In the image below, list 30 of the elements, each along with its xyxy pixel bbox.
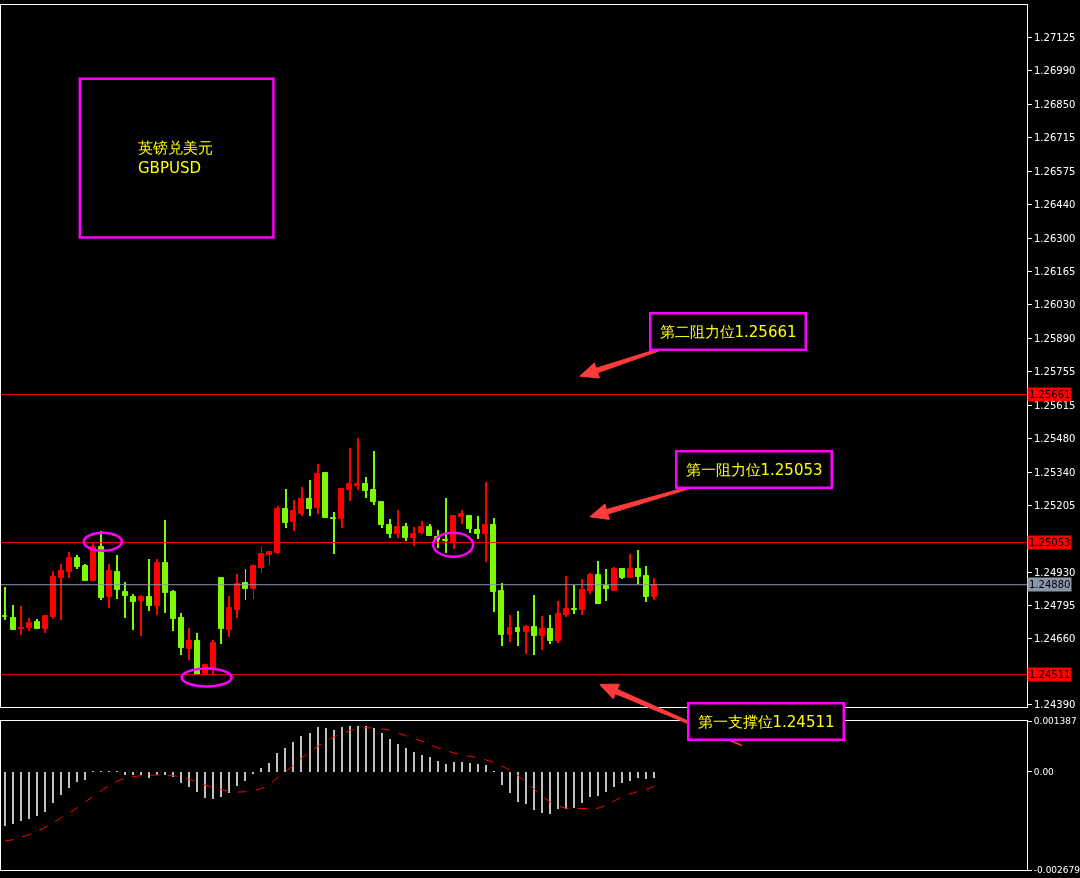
annotation: 第一支撑位1.24511 bbox=[697, 712, 835, 731]
ref-line-label: 1.24511 bbox=[1029, 669, 1071, 680]
y-tick-label: 1.26990 bbox=[1034, 65, 1076, 77]
y-tick-label: 1.26440 bbox=[1034, 199, 1076, 211]
y-tick-label: 1.25480 bbox=[1034, 433, 1076, 445]
ref-line-label: 1.25053 bbox=[1029, 537, 1071, 548]
annotation: 第二阻力位1.25661 bbox=[659, 322, 797, 341]
ref-line-label: 1.24880 bbox=[1029, 579, 1071, 590]
y-tick-label: 1.24930 bbox=[1034, 567, 1076, 579]
annotation: 第一阻力位1.25053 bbox=[685, 460, 823, 479]
y-tick-label: 0.00 bbox=[1033, 767, 1055, 778]
y-tick-label: 1.24660 bbox=[1034, 632, 1076, 644]
y-tick-label: 1.25615 bbox=[1034, 400, 1076, 412]
y-tick-label: -0.002679 bbox=[1033, 865, 1080, 876]
y-tick-label: 1.24795 bbox=[1034, 599, 1076, 611]
y-tick-label: 1.26165 bbox=[1034, 266, 1076, 278]
y-tick-label: 1.25890 bbox=[1034, 333, 1076, 345]
y-tick-label: 1.27125 bbox=[1034, 32, 1076, 44]
y-tick-label: 1.26850 bbox=[1034, 99, 1076, 111]
y-tick-label: 1.25205 bbox=[1034, 500, 1076, 512]
y-tick-label: 1.26030 bbox=[1034, 299, 1076, 311]
y-tick-label: 0.001387 bbox=[1033, 716, 1077, 727]
y-tick-label: 1.25755 bbox=[1034, 366, 1076, 378]
text: 英镑兑美元 GBPUSD bbox=[138, 139, 213, 177]
y-tick-label: 1.25340 bbox=[1034, 467, 1076, 479]
ref-line-label: 1.25661 bbox=[1029, 389, 1071, 400]
y-tick-label: 1.26300 bbox=[1034, 233, 1076, 245]
y-tick-label: 1.26575 bbox=[1034, 166, 1076, 178]
y-tick-label: 1.24390 bbox=[1034, 698, 1076, 710]
y-tick-label: 1.26715 bbox=[1034, 132, 1076, 144]
